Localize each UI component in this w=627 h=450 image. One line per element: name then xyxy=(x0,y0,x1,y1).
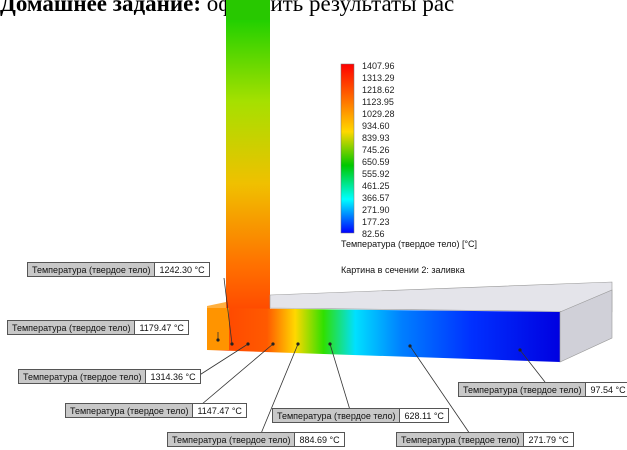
colorbar-tick: 555.92 xyxy=(362,169,390,179)
slab-front-face xyxy=(207,308,560,362)
colorbar-tick: 934.60 xyxy=(362,121,390,131)
colorbar-tick: 461.25 xyxy=(362,181,390,191)
probe-callout-2[interactable]: Температура (твердое тело) 1179.47 °C xyxy=(7,320,189,335)
probe-value: 884.69 °C xyxy=(295,433,344,446)
colorbar-tick: 1123.95 xyxy=(362,97,394,107)
leader-line-6 xyxy=(329,343,351,411)
probe-point-3 xyxy=(246,342,250,346)
leader-line-3 xyxy=(197,343,249,377)
probe-label: Температура (твердое тело) xyxy=(28,263,156,276)
colorbar-tick: 177.23 xyxy=(362,217,390,227)
probe-label: Температура (твердое тело) xyxy=(66,404,194,417)
colorbar-tick: 745.26 xyxy=(362,145,390,155)
colorbar-tick: 839.93 xyxy=(362,133,390,143)
probe-callout-1[interactable]: Температура (твердое тело) 1242.30 °C xyxy=(27,262,210,277)
probe-callout-8[interactable]: Температура (твердое тело) 97.54 °C xyxy=(458,382,627,397)
probe-label: Температура (твердое тело) xyxy=(168,433,296,446)
probe-value: 271.79 °C xyxy=(524,433,573,446)
probe-point-2 xyxy=(216,338,220,342)
leader-line-5 xyxy=(259,343,299,437)
probe-point-6 xyxy=(328,342,332,346)
probe-point-5 xyxy=(296,342,300,346)
legend-title: Температура (твердое тело) [°C] xyxy=(341,239,478,249)
colorbar-tick: 271.90 xyxy=(362,205,390,215)
colorbar-tick: 1313.29 xyxy=(362,73,395,83)
probe-callout-3[interactable]: Температура (твердое тело) 1314.36 °C xyxy=(18,369,201,384)
probe-value: 628.11 °C xyxy=(400,409,448,422)
probe-value: 97.54 °C xyxy=(586,383,627,396)
probe-point-4 xyxy=(271,342,275,346)
section-note: Картина в сечении 2: заливка xyxy=(341,265,465,275)
slab-left-block xyxy=(207,308,229,350)
vertical-wall xyxy=(226,20,270,348)
heading-bold: Домашнее задание: xyxy=(0,0,201,16)
colorbar-tick: 82.56 xyxy=(362,229,385,239)
probe-callout-7[interactable]: Температура (твердое тело) 271.79 °C xyxy=(396,432,574,447)
colorbar-tick: 366.57 xyxy=(362,193,390,203)
probe-point-1 xyxy=(230,342,234,346)
colorbar-tick: 1029.28 xyxy=(362,109,395,119)
probe-points xyxy=(216,338,522,352)
probe-point-8 xyxy=(518,348,522,352)
probe-callout-6[interactable]: Температура (твердое тело) 628.11 °C xyxy=(272,408,449,423)
probe-value: 1147.47 °C xyxy=(193,404,246,417)
leader-line-7 xyxy=(409,345,471,435)
probe-label: Температура (твердое тело) xyxy=(459,383,587,396)
colorbar-tick: 650.59 xyxy=(362,157,390,167)
leader-line-1 xyxy=(223,277,233,345)
leader-lines xyxy=(194,277,546,437)
probe-label: Температура (твердое тело) xyxy=(397,433,525,446)
probe-value: 1179.47 °C xyxy=(135,321,188,334)
probe-label: Температура (твердое тело) xyxy=(8,321,136,334)
slab-top-face xyxy=(269,281,613,313)
colorbar-tick: 1407.96 xyxy=(362,61,395,71)
leader-line-8 xyxy=(519,349,546,383)
colorbar-tick: 1218.62 xyxy=(362,85,395,95)
probe-callout-4[interactable]: Температура (твердое тело) 1147.47 °C xyxy=(65,403,247,418)
probe-value: 1242.30 °C xyxy=(155,263,209,276)
slab-end-face xyxy=(559,289,613,363)
probe-label: Температура (твердое тело) xyxy=(273,409,401,422)
leader-line-4 xyxy=(194,343,274,411)
probe-value: 1314.36 °C xyxy=(146,370,200,383)
probe-point-7 xyxy=(408,344,412,348)
probe-label: Температура (твердое тело) xyxy=(19,370,147,383)
probe-callout-5[interactable]: Температура (твердое тело) 884.69 °C xyxy=(167,432,345,447)
colorbar xyxy=(340,63,355,234)
